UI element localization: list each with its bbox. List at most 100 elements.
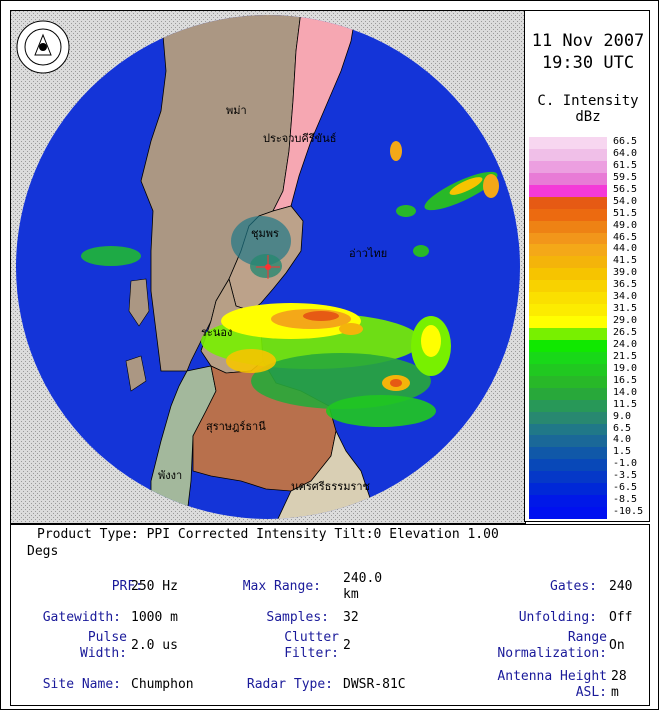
prf-value: 250 Hz bbox=[131, 579, 178, 594]
color-scale-level: -10.5 bbox=[613, 506, 644, 518]
color-scale-level: 51.5 bbox=[613, 207, 638, 219]
pulse-label: Pulse Width: bbox=[41, 630, 127, 662]
color-scale-level: 39.0 bbox=[613, 267, 638, 279]
island-shape bbox=[125, 355, 147, 392]
color-scale-swatch: 21.5 bbox=[529, 351, 637, 364]
label-surat: สุราษฎร์ธานี bbox=[206, 420, 266, 433]
color-scale-swatch: 14.0 bbox=[529, 387, 637, 400]
color-scale-swatch: 36.5 bbox=[529, 280, 637, 293]
gates-value: 240 bbox=[609, 579, 633, 594]
clutter-value: 2 bbox=[343, 638, 351, 653]
gates-label: Gates: bbox=[550, 579, 597, 594]
color-scale-swatch: -1.0 bbox=[529, 459, 637, 472]
color-scale-swatch: -6.5 bbox=[529, 483, 637, 496]
label-phangnga: พังงา bbox=[158, 469, 183, 482]
color-scale-level: 14.0 bbox=[613, 386, 638, 398]
color-scale: 66.5 64.0 61.5 59.5 56.5 54.0 51.5 49.0 46.5 44.0… bbox=[529, 137, 643, 519]
pulse-value: 2.0 us bbox=[131, 638, 178, 653]
product-line-units: Degs bbox=[27, 544, 59, 559]
antenna-label-line2: ASL: bbox=[575, 685, 607, 700]
color-scale-swatch: 44.0 bbox=[529, 244, 637, 257]
clutter-label: Clutter Filter: bbox=[241, 630, 339, 662]
gatewidth-value: 1000 m bbox=[131, 610, 178, 625]
samples-label: Samples: bbox=[266, 610, 329, 625]
range-normalization-value: On bbox=[609, 638, 625, 653]
color-scale-swatch: 49.0 bbox=[529, 220, 637, 233]
maxrange-value: 240.0 km bbox=[343, 571, 382, 603]
color-scale-level: 34.0 bbox=[613, 291, 638, 303]
color-scale-swatch: 59.5 bbox=[529, 172, 637, 185]
color-scale-level: 59.5 bbox=[613, 171, 638, 183]
color-scale-level: 54.0 bbox=[613, 195, 638, 207]
color-scale-swatch: 24.0 bbox=[529, 339, 637, 352]
label-nakhon: นครศรีธรรมราช bbox=[291, 480, 371, 493]
pulse-label-line2: Width: bbox=[80, 646, 127, 661]
color-scale-swatch: 1.5 bbox=[529, 447, 631, 460]
color-scale-swatch: 31.5 bbox=[529, 304, 637, 317]
color-scale-level: 61.5 bbox=[613, 159, 638, 171]
label-gulf: อ่าวไทย bbox=[349, 247, 388, 260]
gatewidth-label: Gatewidth: bbox=[42, 610, 121, 625]
color-scale-level: -1.0 bbox=[613, 458, 638, 470]
color-scale-swatch: 64.0 bbox=[529, 148, 637, 161]
label-ranong: ระนอง bbox=[201, 326, 233, 339]
unfolding-label: Unfolding: bbox=[518, 610, 597, 625]
color-scale-swatch: 66.5 bbox=[529, 137, 637, 149]
antenna-label-line1: Antenna Height bbox=[497, 669, 607, 684]
color-scale-level: 1.5 bbox=[613, 446, 632, 458]
color-scale-level: 64.0 bbox=[613, 147, 638, 159]
color-scale-swatch: 26.5 bbox=[529, 328, 637, 340]
color-scale-swatch: 34.0 bbox=[529, 292, 637, 305]
color-scale-level: 16.5 bbox=[613, 374, 638, 386]
tmd-logo bbox=[16, 20, 70, 74]
antenna-height-value: 28 m bbox=[611, 669, 627, 701]
color-scale-swatch: 46.5 bbox=[529, 232, 637, 245]
color-scale-level: -8.5 bbox=[613, 494, 638, 506]
color-scale-swatch: 41.5 bbox=[529, 256, 637, 269]
legend-panel: 11 Nov 2007 19:30 UTC C. Intensity dBz 6… bbox=[524, 10, 650, 522]
color-scale-swatch: 56.5 bbox=[529, 184, 637, 197]
antenna-height-number: 28 bbox=[611, 669, 627, 684]
color-scale-swatch: 39.0 bbox=[529, 268, 637, 281]
color-scale-level: 21.5 bbox=[613, 350, 638, 362]
color-scale-swatch: 11.5 bbox=[529, 399, 637, 412]
color-scale-level: 44.0 bbox=[613, 243, 638, 255]
color-scale-level: 24.0 bbox=[613, 338, 638, 350]
range-normalization-label: Range Normalization: bbox=[451, 630, 607, 662]
maxrange-unit: km bbox=[343, 587, 359, 602]
color-scale-level: 49.0 bbox=[613, 219, 638, 231]
color-scale-level: 6.5 bbox=[613, 422, 632, 434]
color-scale-level: 31.5 bbox=[613, 303, 638, 315]
color-scale-level: 4.0 bbox=[613, 434, 632, 446]
radar-map: พม่า ประจวบคีรีขันธ์ ชุมพร อ่าวไทย ระนอง… bbox=[10, 10, 526, 524]
legend-title-line2: dBz bbox=[575, 109, 601, 125]
pulse-label-line1: Pulse bbox=[87, 630, 127, 645]
product-line: Product Type: PPI Corrected Intensity Ti… bbox=[37, 527, 499, 542]
prachuap-region bbox=[272, 15, 357, 212]
info-panel: Product Type: PPI Corrected Intensity Ti… bbox=[10, 524, 650, 706]
color-scale-swatch: -10.5 bbox=[529, 507, 643, 519]
color-scale-swatch: -8.5 bbox=[529, 495, 637, 508]
radar-site-marker bbox=[256, 255, 280, 279]
color-scale-swatch: 16.5 bbox=[529, 375, 637, 388]
site-name-label: Site Name: bbox=[42, 677, 121, 692]
color-scale-level: 19.0 bbox=[613, 362, 638, 374]
color-scale-level: -3.5 bbox=[613, 470, 638, 482]
prf-label: PRF: bbox=[111, 579, 143, 594]
legend-title: C. Intensity dBz bbox=[525, 93, 651, 125]
color-scale-level: 29.0 bbox=[613, 315, 638, 327]
precipitation-echoes bbox=[81, 141, 499, 427]
color-scale-swatch: 6.5 bbox=[529, 423, 631, 436]
site-name-value: Chumphon bbox=[131, 677, 194, 692]
radar-map-canvas bbox=[11, 11, 525, 523]
color-scale-swatch: 4.0 bbox=[529, 435, 631, 448]
unfolding-value: Off bbox=[609, 610, 633, 625]
color-scale-level: 11.5 bbox=[613, 398, 638, 410]
island-shape bbox=[128, 278, 150, 327]
color-scale-swatch: 61.5 bbox=[529, 160, 637, 173]
color-scale-swatch: 9.0 bbox=[529, 411, 631, 424]
range-label-line2: Normalization: bbox=[497, 646, 607, 661]
maxrange-number: 240.0 bbox=[343, 571, 383, 586]
color-scale-swatch: -3.5 bbox=[529, 471, 637, 484]
